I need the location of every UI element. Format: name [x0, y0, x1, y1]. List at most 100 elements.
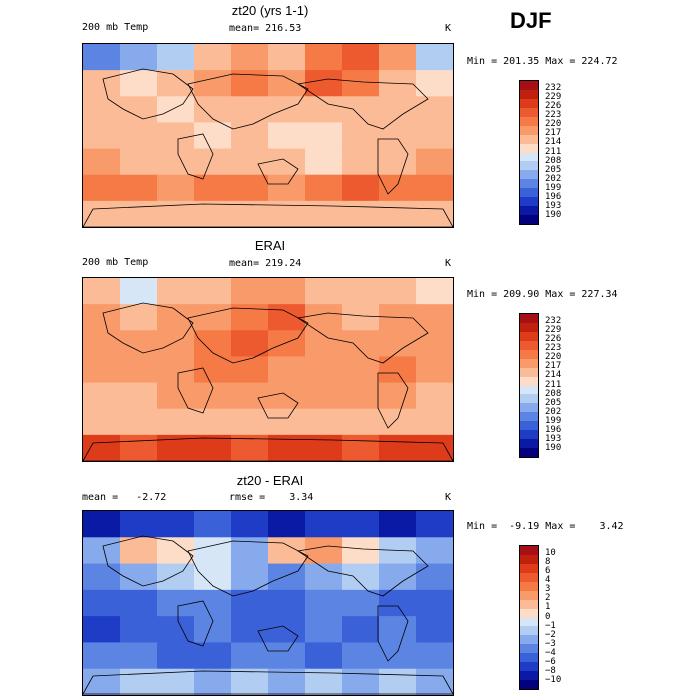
map-field-cell [194, 304, 232, 331]
colorbar-swatch [520, 215, 538, 224]
colorbar-swatch [520, 644, 538, 654]
map-field-cell [194, 122, 232, 150]
map-field-cell [194, 382, 232, 410]
coastline [257, 625, 299, 652]
colorbar-tick-label: 196 [545, 424, 562, 435]
map-field-cell [305, 148, 343, 176]
map-field-cell [120, 408, 158, 436]
map-field-cell [231, 563, 269, 591]
panel-3-rmse-label: rmse = 3.34 [229, 492, 314, 503]
map-field-cell [268, 122, 306, 150]
coastline [177, 600, 214, 647]
colorbar-swatch [520, 340, 538, 350]
map-field-cell [342, 616, 380, 643]
colorbar-swatch [520, 134, 538, 144]
colorbar-tick-label: 208 [545, 155, 562, 166]
map-field-cell [342, 304, 380, 331]
map-field-cell [120, 563, 158, 591]
colorbar-tick-label: 193 [545, 433, 562, 444]
panel-2-variable-label: 200 mb Temp [82, 257, 149, 268]
map-field-cell [305, 174, 343, 202]
colorbar-tick-label: 6 [545, 566, 551, 577]
colorbar-tick-label: 193 [545, 200, 562, 211]
map-field-cell [416, 96, 453, 123]
map-field-cell [83, 382, 121, 410]
colorbar-swatch [520, 206, 538, 216]
map-field-cell [231, 174, 269, 202]
colorbar-swatch [520, 179, 538, 189]
map-field-cell [305, 200, 343, 227]
map-field-cell [342, 668, 380, 695]
colorbar-tick-label: 217 [545, 128, 562, 139]
colorbar-tick-label: −4 [545, 647, 556, 658]
map-field-cell [416, 563, 453, 591]
colorbar-tick-label: −8 [545, 665, 556, 676]
map-field-cell [305, 642, 343, 670]
map-field-cell [194, 668, 232, 695]
colorbar-tick-label: 229 [545, 325, 562, 336]
coastline [83, 437, 453, 461]
colorbar-swatch [520, 197, 538, 207]
colorbar-tick-label: 190 [545, 209, 562, 220]
map-field-cell [157, 174, 195, 202]
panel-2-min: Min = 209.90 [467, 289, 540, 300]
map-field-cell [268, 408, 306, 436]
map-field-cell [342, 511, 380, 538]
map-field-cell [268, 278, 306, 305]
colorbar-tick-label: 232 [545, 83, 562, 94]
colorbar-swatch [520, 421, 538, 431]
map-field-cell [83, 174, 121, 202]
map-field-cell [342, 642, 380, 670]
map-field-cell [305, 408, 343, 436]
colorbar-swatch [520, 358, 538, 368]
map-field-cell [379, 122, 417, 150]
colorbar-swatch [520, 599, 538, 609]
map-field-cell [194, 148, 232, 176]
map-field-cell [157, 70, 195, 97]
colorbar-swatch [520, 680, 538, 689]
panel-1-units: K [445, 23, 452, 34]
colorbar-tick-label: −1 [545, 620, 556, 631]
colorbar-tick-label: 2 [545, 593, 551, 604]
map-field-cell [305, 616, 343, 643]
colorbar-tick-label: −10 [545, 674, 562, 685]
colorbar-tick-label: 229 [545, 92, 562, 103]
map-field-cell [120, 434, 158, 461]
map-field-cell [342, 122, 380, 150]
coastline [177, 367, 214, 414]
map-field-cell [305, 304, 343, 331]
panel-1-map [82, 43, 454, 228]
panel-1-max: Max = 224.72 [545, 56, 618, 67]
map-field-cell [120, 616, 158, 643]
colorbar-swatch [520, 81, 538, 90]
map-field-cell [83, 330, 121, 357]
map-field-cell [305, 434, 343, 461]
map-field-cell [305, 511, 343, 538]
coastline [296, 78, 429, 130]
map-field-cell [342, 70, 380, 97]
map-field-cell [157, 44, 195, 71]
map-field-cell [231, 642, 269, 670]
coastline [102, 302, 194, 354]
map-field-cell [231, 616, 269, 643]
coastline [187, 307, 309, 364]
map-field-cell [194, 434, 232, 461]
map-field-cell [342, 200, 380, 227]
colorbar-tick-label: 202 [545, 173, 562, 184]
colorbar-swatch [520, 653, 538, 663]
map-field-cell [416, 278, 453, 305]
map-field-cell [305, 44, 343, 71]
map-field-cell [157, 382, 195, 410]
map-field-cell [83, 304, 121, 331]
colorbar-swatch [520, 385, 538, 395]
colorbar-tick-label: 190 [545, 442, 562, 453]
map-field-cell [231, 356, 269, 384]
map-field-cell [120, 537, 158, 565]
map-field-cell [416, 356, 453, 384]
map-field-cell [379, 434, 417, 461]
panel-2-max: Max = 227.34 [545, 289, 618, 300]
colorbar-swatch [520, 161, 538, 171]
colorbar-swatch [520, 170, 538, 180]
map-field-cell [379, 148, 417, 176]
map-field-cell [231, 668, 269, 695]
